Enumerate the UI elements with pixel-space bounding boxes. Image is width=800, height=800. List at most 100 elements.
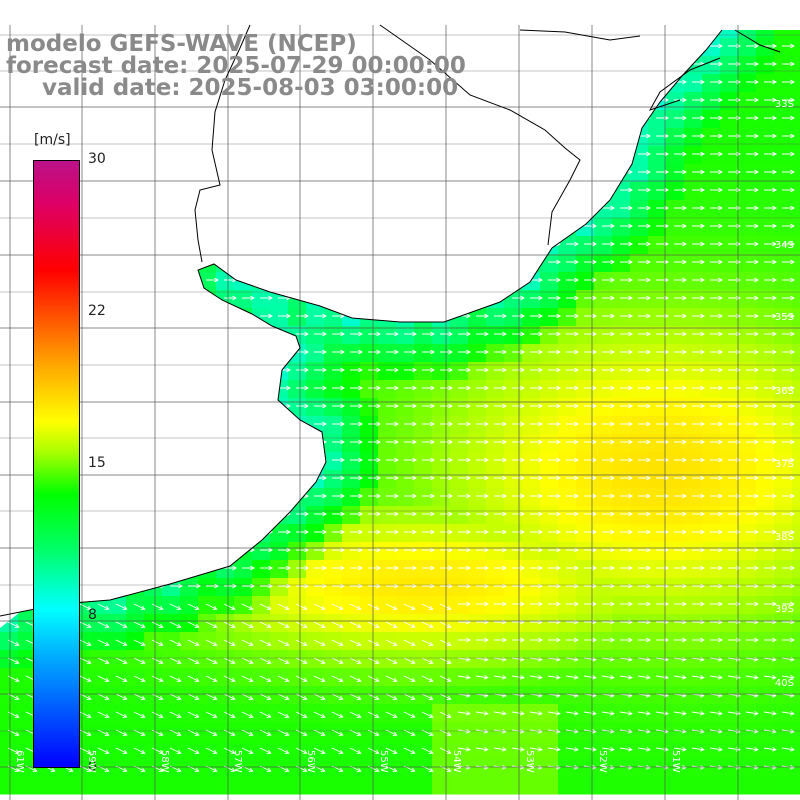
- wind-arrow: [494, 331, 507, 337]
- field-cell: [342, 740, 361, 759]
- wind-arrow: [710, 295, 723, 301]
- field-cell: [612, 632, 631, 651]
- field-cell: [450, 776, 469, 795]
- field-cell: [378, 488, 397, 507]
- wind-arrow: [692, 133, 705, 139]
- wind-arrow: [584, 295, 597, 301]
- field-cell: [738, 416, 757, 435]
- field-cell: [234, 614, 253, 633]
- field-cell: [504, 308, 523, 327]
- field-cell: [792, 182, 800, 201]
- wind-arrow: [565, 711, 579, 716]
- wind-arrow: [602, 277, 615, 283]
- field-cell: [432, 614, 451, 633]
- wind-arrow: [169, 675, 182, 682]
- wind-arrow: [439, 621, 452, 628]
- field-cell: [702, 632, 721, 651]
- wind-arrow: [386, 583, 399, 589]
- wind-arrow: [548, 367, 561, 373]
- field-cell: [324, 776, 343, 795]
- wind-arrow: [295, 693, 308, 700]
- wind-arrow: [494, 493, 507, 499]
- field-cell: [270, 560, 289, 579]
- wind-arrow: [421, 729, 434, 736]
- field-cell: [648, 614, 667, 633]
- field-cell: [396, 434, 415, 453]
- lon-label-52w: 52W: [597, 750, 608, 773]
- field-cell: [450, 686, 469, 705]
- field-cell: [702, 452, 721, 471]
- field-cell: [486, 596, 505, 615]
- wind-arrow: [530, 331, 543, 337]
- field-cell: [612, 578, 631, 597]
- field-cell: [432, 524, 451, 543]
- wind-arrow: [511, 657, 525, 662]
- field-cell: [666, 164, 685, 183]
- wind-arrow: [404, 547, 417, 553]
- field-cell: [792, 38, 800, 57]
- wind-arrow: [566, 331, 579, 337]
- field-cell: [558, 632, 577, 651]
- field-cell: [666, 650, 685, 669]
- field-cell: [594, 470, 613, 489]
- wind-arrow: [476, 511, 489, 517]
- wind-arrow: [385, 693, 398, 700]
- wind-arrow: [476, 457, 489, 463]
- field-cell: [792, 380, 800, 399]
- wind-arrow: [566, 439, 579, 445]
- field-cell: [774, 200, 793, 219]
- field-cell: [630, 182, 649, 201]
- wind-arrow: [547, 729, 561, 734]
- field-cell: [612, 470, 631, 489]
- field-cell: [666, 110, 685, 129]
- field-cell: [378, 416, 397, 435]
- field-cell: [180, 776, 199, 795]
- wind-arrow: [673, 657, 687, 662]
- wind-arrow: [224, 583, 237, 589]
- wind-arrow: [404, 349, 417, 355]
- wind-arrow: [151, 603, 164, 610]
- field-cell: [792, 272, 800, 291]
- wind-arrow: [187, 639, 200, 646]
- wind-arrow: [692, 349, 705, 355]
- wind-arrow: [529, 711, 543, 716]
- wind-arrow: [332, 385, 345, 391]
- field-cell: [576, 254, 595, 273]
- wind-arrow: [350, 511, 363, 517]
- wind-arrow: [260, 313, 273, 319]
- wind-arrow: [674, 241, 687, 247]
- wind-arrow: [403, 693, 416, 700]
- field-cell: [774, 506, 793, 525]
- wind-arrow: [277, 639, 290, 646]
- field-cell: [504, 776, 523, 795]
- wind-arrow: [620, 421, 633, 427]
- field-cell: [108, 614, 127, 633]
- field-cell: [594, 596, 613, 615]
- field-cell: [378, 560, 397, 579]
- wind-arrow: [710, 475, 723, 481]
- field-cell: [324, 668, 343, 687]
- field-cell: [720, 776, 739, 795]
- wind-arrow: [746, 529, 759, 535]
- field-cell: [558, 488, 577, 507]
- field-cell: [756, 218, 775, 237]
- field-cell: [702, 92, 721, 111]
- wind-arrow: [764, 43, 777, 49]
- field-cell: [738, 92, 757, 111]
- wind-arrow: [692, 403, 705, 409]
- wind-arrow: [601, 747, 615, 752]
- field-cell: [594, 524, 613, 543]
- field-cell: [522, 488, 541, 507]
- wind-arrow: [332, 403, 345, 409]
- wind-arrow: [620, 187, 633, 193]
- wind-arrow: [385, 603, 398, 610]
- field-cell: [666, 290, 685, 309]
- field-cell: [702, 668, 721, 687]
- wind-arrow: [692, 637, 705, 643]
- field-cell: [594, 614, 613, 633]
- wind-arrow: [494, 565, 507, 571]
- field-cell: [216, 272, 235, 291]
- field-cell: [162, 596, 181, 615]
- wind-arrow: [548, 511, 561, 517]
- field-cell: [720, 614, 739, 633]
